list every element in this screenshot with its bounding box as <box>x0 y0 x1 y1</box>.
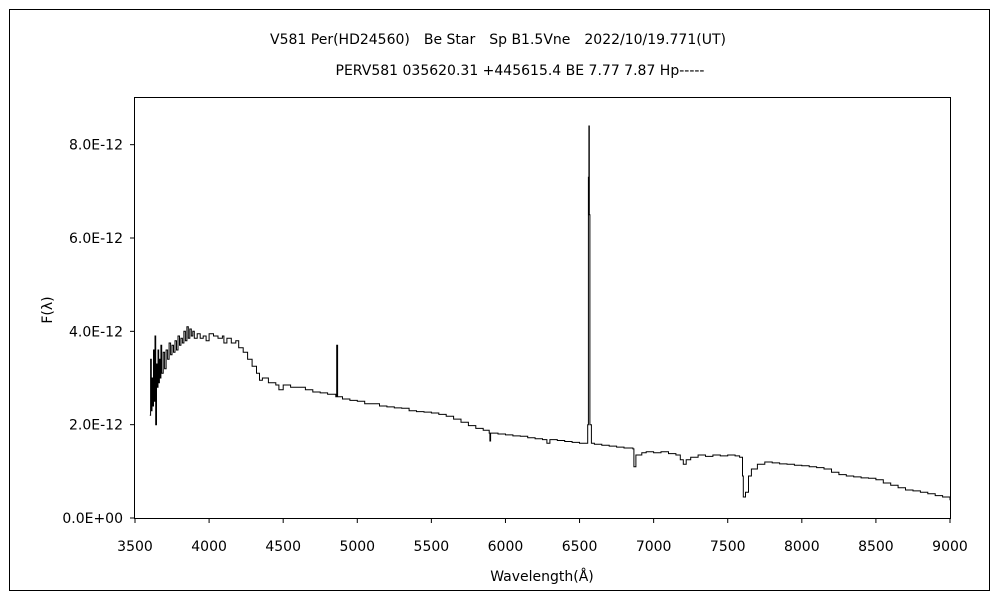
x-tick-label: 7000 <box>636 539 672 555</box>
spectrum-line <box>149 125 951 501</box>
x-tick-label: 5000 <box>339 539 375 555</box>
plot-area <box>134 97 951 519</box>
y-tick-label: 6.0E-12 <box>69 231 123 247</box>
series-layer <box>149 125 951 501</box>
x-tick-label: 4500 <box>265 539 301 555</box>
x-tick-label: 7500 <box>710 539 746 555</box>
x-tick-label: 3500 <box>117 539 153 555</box>
x-axis-label: Wavelength(Å) <box>490 568 594 585</box>
y-tick-label: 2.0E-12 <box>69 418 123 434</box>
y-tick-label: 0.0E+00 <box>62 511 123 527</box>
x-tick-label: 6500 <box>562 539 598 555</box>
x-tick-label: 6000 <box>488 539 524 555</box>
x-tick-label: 4000 <box>191 539 227 555</box>
x-tick-label: 9000 <box>932 539 968 555</box>
x-tick-label: 8500 <box>858 539 894 555</box>
y-tick-label: 8.0E-12 <box>69 138 123 154</box>
chart-subtitle: PERV581 035620.31 +445615.4 BE 7.77 7.87… <box>336 63 705 79</box>
x-axis: 3500 4000 4500 5000 5500 6000 6500 7000 7500 8000… <box>117 518 968 555</box>
y-axis: 0.0E+00 2.0E-12 4.0E-12 6.0E-12 8.0E-12 <box>62 138 135 527</box>
y-axis-label: F(λ) <box>40 296 56 323</box>
x-tick-label: 8000 <box>784 539 820 555</box>
y-tick-label: 4.0E-12 <box>69 324 123 340</box>
chart-title: V581 Per(HD24560) Be Star Sp B1.5Vne 202… <box>270 32 726 48</box>
x-tick-label: 5500 <box>414 539 450 555</box>
